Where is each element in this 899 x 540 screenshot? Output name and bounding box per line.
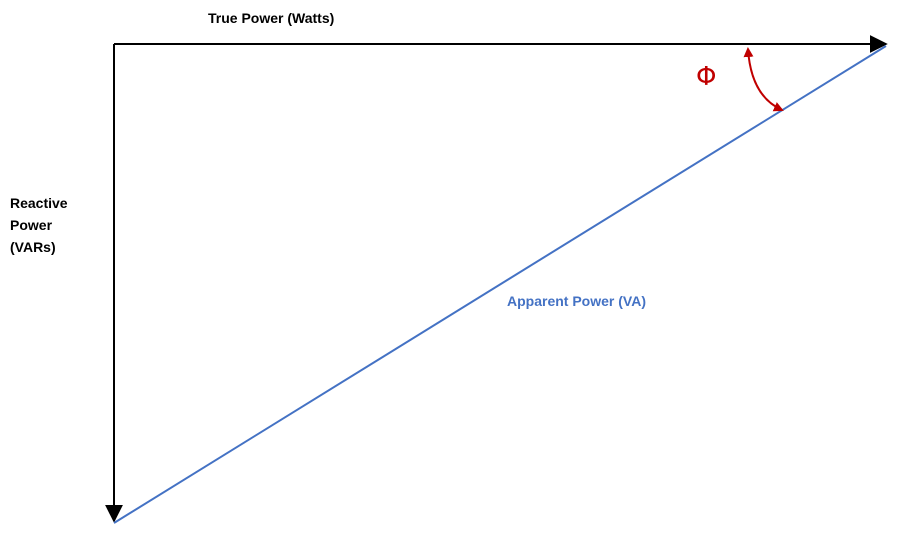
reactive-power-label-line-2: Power — [10, 217, 53, 233]
phi-angle-symbol: Φ — [696, 62, 717, 92]
reactive-power-label: Reactive Power (VARs) — [10, 192, 68, 258]
apparent-power-line — [113, 45, 887, 524]
angle-arc — [743, 47, 784, 112]
reactive-power-label-line-1: Reactive — [10, 195, 68, 211]
reactive-power-label-line-3: (VARs) — [10, 239, 56, 255]
true-power-label: True Power (Watts) — [208, 10, 335, 26]
apparent-power-label: Apparent Power (VA) — [507, 293, 646, 309]
